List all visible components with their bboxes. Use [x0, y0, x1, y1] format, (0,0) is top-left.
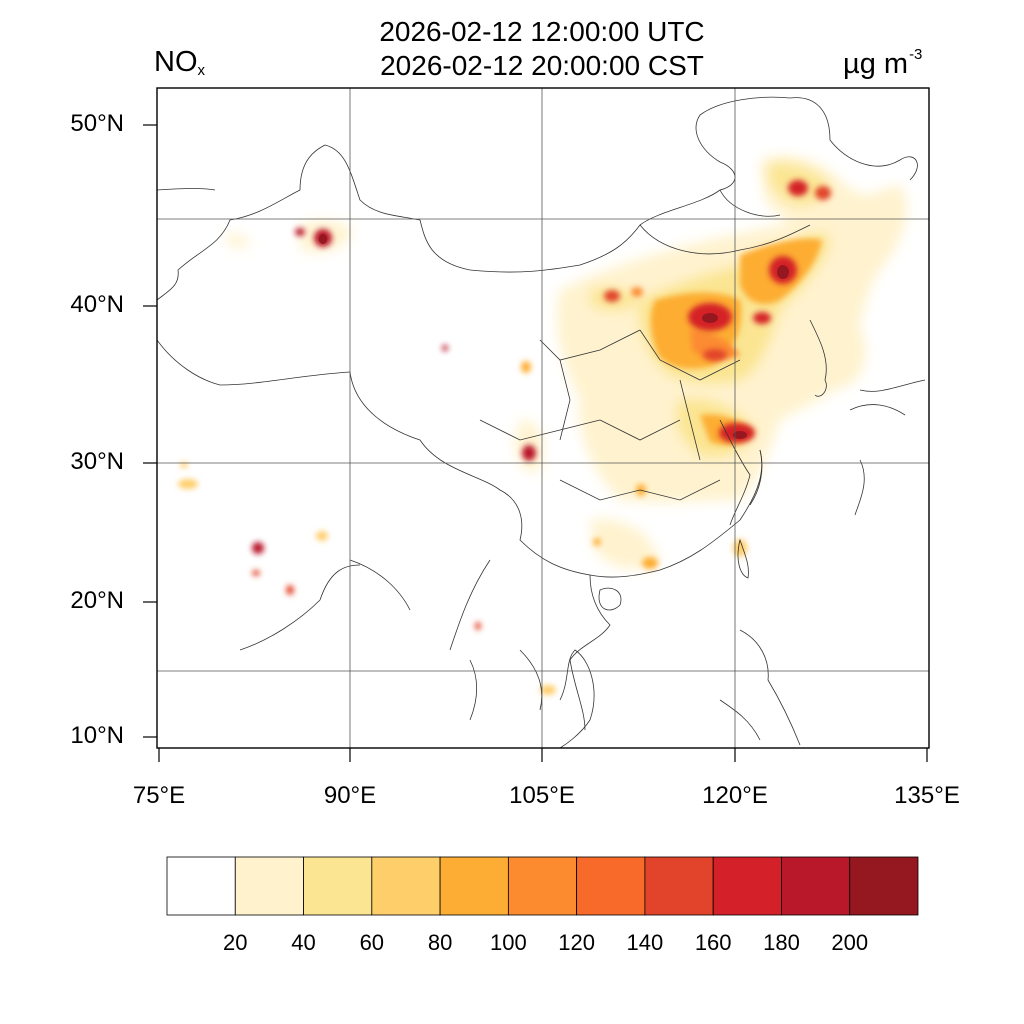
lon-label-120e: 120°E [702, 782, 768, 809]
lat-label-40n: 40°N [70, 291, 124, 318]
unit-label: µg m-3 [843, 46, 923, 80]
colorbar-tick-label: 120 [558, 930, 595, 955]
lat-label-30n: 30°N [70, 448, 124, 475]
colorbar [166, 856, 919, 916]
colorbar-swatch [849, 856, 919, 916]
map-frame [156, 87, 930, 749]
colorbar-swatch [439, 856, 509, 916]
axis-ticks [143, 124, 928, 762]
gridlines [157, 88, 929, 748]
colorbar-swatch [576, 856, 646, 916]
colorbar-tick-label: 20 [223, 930, 248, 955]
borders [157, 96, 926, 748]
colorbar-swatch [712, 856, 782, 916]
lon-label-135e: 135°E [894, 782, 960, 809]
colorbar-tick-label: 80 [427, 930, 453, 955]
colorbar-swatch [234, 856, 304, 916]
colorbar-swatch [303, 856, 373, 916]
colorbar-tick-label: 40 [291, 930, 316, 955]
colorbar-tick-label: 140 [626, 930, 664, 955]
title-cst: 2026-02-12 20:00:00 CST [380, 50, 704, 81]
title-utc: 2026-02-12 12:00:00 UTC [379, 16, 705, 47]
colorbar-swatch [781, 856, 851, 916]
colorbar-tick-label: 60 [359, 930, 385, 955]
colorbar-tick-label: 200 [831, 930, 869, 955]
lon-label-75e: 75°E [132, 782, 186, 809]
colorbar-swatch [507, 856, 578, 916]
lat-label-20n: 20°N [70, 587, 124, 614]
colorbar-swatch [644, 856, 714, 916]
map-area[interactable] [157, 88, 929, 748]
lon-label-105e: 105°E [509, 782, 575, 809]
lon-label-90e: 90°E [323, 782, 377, 809]
colorbar-tick-label: 180 [763, 930, 800, 955]
colorbar-swatch [166, 856, 236, 916]
concentration-field [178, 156, 908, 695]
variable-label: NOx [154, 46, 205, 79]
lat-label-10n: 10°N [70, 722, 124, 749]
colorbar-swatch [371, 856, 441, 916]
colorbar-tick-label: 160 [694, 930, 732, 955]
lat-label-50n: 50°N [70, 110, 124, 137]
colorbar-tick-label: 100 [490, 930, 527, 955]
